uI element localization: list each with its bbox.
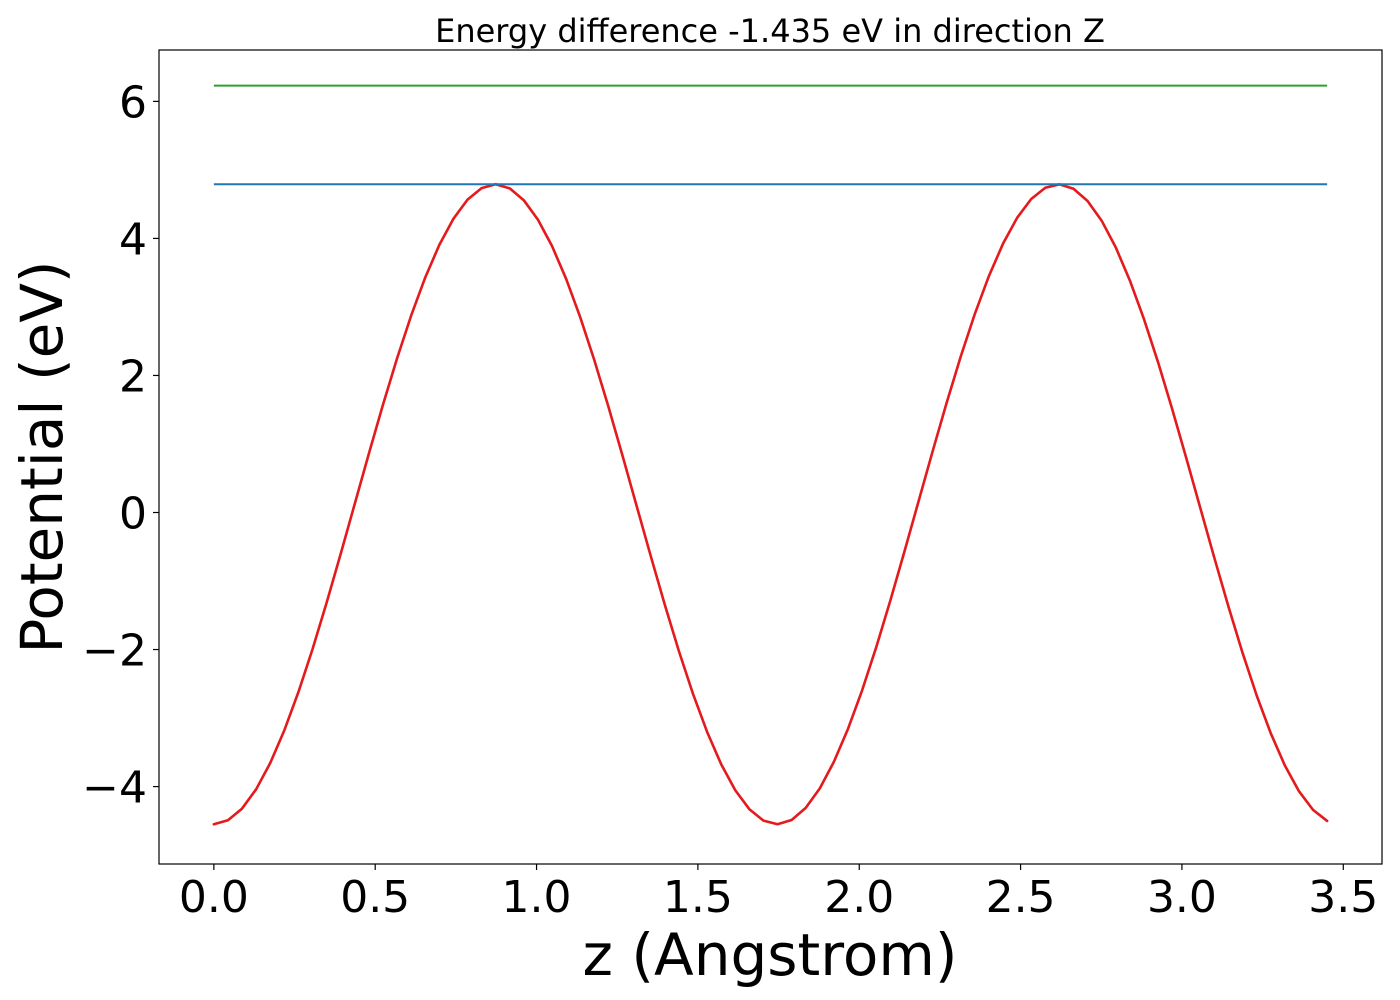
y-tick-label: 4 xyxy=(119,214,147,265)
x-tick-label: 0.0 xyxy=(179,872,249,923)
y-tick-label: −2 xyxy=(82,626,147,677)
x-axis-title: z (Angstrom) xyxy=(583,921,958,989)
x-tick-label: 2.0 xyxy=(824,872,894,923)
y-tick-label: 6 xyxy=(119,77,147,128)
potential-curve xyxy=(212,183,1329,826)
y-tick-label: −4 xyxy=(82,763,147,814)
x-axis-ticks: 0.0 0.5 1.0 1.5 2.0 2.5 3.0 3.5 xyxy=(179,864,1378,923)
x-tick-label: 0.5 xyxy=(340,872,410,923)
y-tick-label: 0 xyxy=(119,489,147,540)
y-axis-ticks: −4 −2 0 2 4 6 xyxy=(82,77,159,814)
y-tick-label: 2 xyxy=(119,351,147,402)
x-tick-label: 3.0 xyxy=(1147,872,1217,923)
y-axis-title: Potential (eV) xyxy=(8,260,76,653)
x-tick-label: 2.5 xyxy=(986,872,1056,923)
chart-title: Energy difference -1.435 eV in direction… xyxy=(435,12,1105,50)
x-tick-label: 1.0 xyxy=(502,872,572,923)
plot-frame xyxy=(158,49,1383,865)
x-tick-label: 1.5 xyxy=(663,872,733,923)
plot-series xyxy=(212,84,1329,826)
x-tick-label: 3.5 xyxy=(1308,872,1378,923)
